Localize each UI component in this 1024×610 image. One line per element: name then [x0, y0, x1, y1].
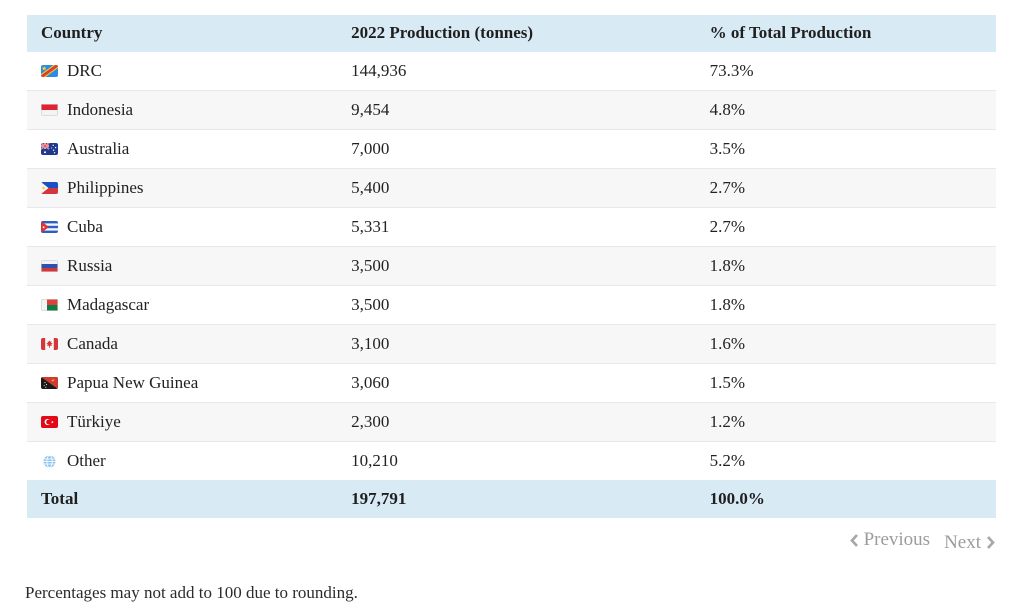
country-name: DRC — [67, 61, 102, 80]
table-row: Other 10,210 5.2% — [27, 441, 996, 480]
percent-value: 1.8% — [695, 246, 996, 286]
percent-value: 4.8% — [695, 90, 996, 130]
country-name: Canada — [67, 334, 118, 353]
table-row: Papua New Guinea 3,060 1.5% — [27, 363, 996, 403]
production-value: 9,454 — [337, 90, 696, 130]
percent-value: 1.8% — [695, 285, 996, 325]
table-row: Canada 3,100 1.6% — [27, 324, 996, 364]
production-table: Country 2022 Production (tonnes) % of To… — [27, 15, 996, 518]
turkiye-flag-icon — [41, 416, 58, 428]
country-name: Papua New Guinea — [67, 373, 199, 392]
percent-value: 5.2% — [695, 441, 996, 480]
canada-flag-icon — [41, 338, 58, 350]
production-value: 3,060 — [337, 363, 696, 403]
madagascar-flag-icon — [41, 299, 58, 311]
production-value: 3,500 — [337, 246, 696, 286]
country-name: Madagascar — [67, 295, 150, 314]
chevron-right-icon — [986, 535, 996, 550]
table-row: DRC 144,936 73.3% — [27, 52, 996, 91]
next-button[interactable]: Next — [944, 532, 996, 554]
total-row: Total 197,791 100.0% — [27, 480, 996, 518]
table-row: Cuba 5,331 2.7% — [27, 207, 996, 247]
column-header-country: Country — [27, 15, 338, 52]
percent-value: 73.3% — [695, 52, 996, 91]
production-value: 7,000 — [337, 129, 696, 169]
chevron-left-icon — [849, 533, 859, 548]
column-header-percent: % of Total Production — [695, 15, 996, 52]
table-row: Australia 7,000 3.5% — [27, 129, 996, 169]
production-value: 2,300 — [337, 402, 696, 442]
next-label: Next — [944, 531, 981, 553]
percent-value: 2.7% — [695, 207, 996, 247]
table-row: Madagascar 3,500 1.8% — [27, 285, 996, 325]
table-row: Türkiye 2,300 1.2% — [27, 402, 996, 442]
total-percent: 100.0% — [695, 480, 996, 518]
country-name: Cuba — [67, 217, 103, 236]
previous-label: Previous — [863, 529, 931, 550]
table-row: Philippines 5,400 2.7% — [27, 168, 996, 208]
country-name: Philippines — [67, 178, 144, 197]
percent-value: 3.5% — [695, 129, 996, 169]
total-production: 197,791 — [337, 480, 696, 518]
country-name: Indonesia — [67, 100, 134, 119]
papua-new-guinea-flag-icon — [41, 377, 58, 389]
table-row: Russia 3,500 1.8% — [27, 246, 996, 286]
footnote: Percentages may not add to 100 due to ro… — [25, 582, 358, 602]
percent-value: 2.7% — [695, 168, 996, 208]
page: Country 2022 Production (tonnes) % of To… — [25, 15, 996, 603]
production-value: 3,500 — [337, 285, 696, 325]
production-value: 5,331 — [337, 207, 696, 247]
percent-value: 1.6% — [695, 324, 996, 364]
production-value: 144,936 — [337, 52, 696, 91]
globe-icon — [42, 455, 57, 468]
percent-value: 1.2% — [695, 402, 996, 442]
previous-button[interactable]: Previous — [849, 529, 931, 551]
percent-value: 1.5% — [695, 363, 996, 403]
philippines-flag-icon — [41, 182, 58, 194]
russia-flag-icon — [41, 260, 58, 272]
drc-flag-icon — [41, 65, 58, 77]
cuba-flag-icon — [41, 221, 58, 233]
table-body: DRC 144,936 73.3% Indonesia 9,454 4.8% A… — [27, 52, 996, 480]
country-name: Australia — [67, 139, 130, 158]
total-label: Total — [27, 480, 338, 518]
production-value: 5,400 — [337, 168, 696, 208]
pagination: Previous Next — [27, 529, 996, 554]
country-name: Türkiye — [67, 412, 121, 431]
country-name: Russia — [67, 256, 113, 275]
production-value: 3,100 — [337, 324, 696, 364]
table-header-row: Country 2022 Production (tonnes) % of To… — [27, 15, 996, 52]
column-header-production: 2022 Production (tonnes) — [337, 15, 696, 52]
country-name: Other — [67, 451, 106, 470]
australia-flag-icon — [41, 143, 58, 155]
production-value: 10,210 — [337, 441, 696, 480]
indonesia-flag-icon — [41, 104, 58, 116]
table-row: Indonesia 9,454 4.8% — [27, 90, 996, 130]
